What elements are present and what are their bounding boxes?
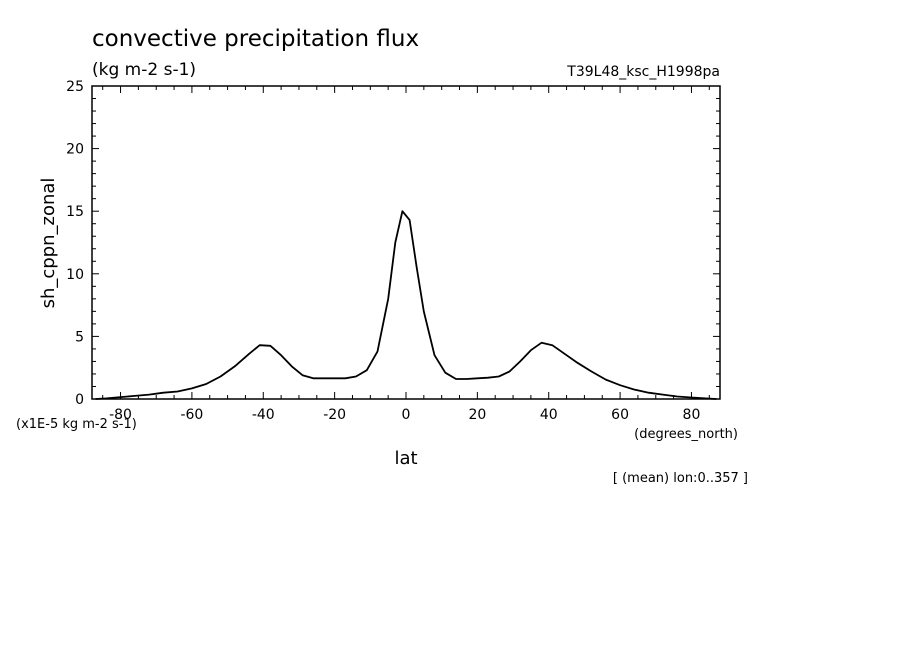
ticks	[92, 85, 720, 400]
series-line	[95, 210, 717, 400]
y-axis-label: sh_cppn_zonal	[38, 178, 59, 309]
plot-area	[91, 85, 721, 400]
y-tick-label: 20	[66, 142, 84, 158]
y-tick-label: 10	[66, 267, 84, 283]
y-units-label: (x1E-5 kg m-2 s-1)	[16, 417, 137, 432]
y-tick-label: 15	[66, 204, 84, 220]
x-units-label: (degrees_north)	[634, 427, 738, 442]
x-tick-label: 0	[402, 407, 411, 423]
plot-frame	[91, 85, 721, 400]
y-tick-label: 5	[75, 329, 84, 345]
x-tick-label: -60	[180, 407, 203, 423]
x-tick-label: 20	[468, 407, 486, 423]
x-tick-label: -80	[109, 407, 132, 423]
chart-title: convective precipitation flux	[92, 26, 419, 52]
x-tick-label: 80	[683, 407, 701, 423]
chart-subtitle: (kg m-2 s-1)	[92, 60, 196, 80]
mean-annotation: [ (mean) lon:0..357 ]	[613, 471, 748, 486]
y-tick-label: 0	[75, 392, 84, 408]
x-tick-label: 40	[540, 407, 558, 423]
x-tick-label: 60	[611, 407, 629, 423]
experiment-label: T39L48_ksc_H1998pa	[566, 64, 720, 80]
x-tick-label: -40	[252, 407, 275, 423]
tick-labels: -80 -60 -40 -20 0 20 40 60 80 0 5 10 15 20 25	[66, 79, 700, 423]
x-axis-label: lat	[394, 448, 417, 469]
y-tick-label: 25	[66, 79, 84, 95]
x-tick-label: -20	[323, 407, 346, 423]
